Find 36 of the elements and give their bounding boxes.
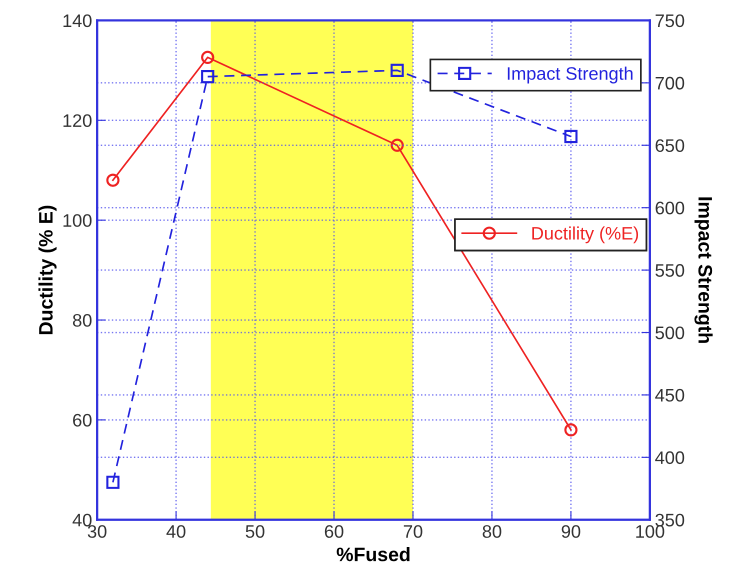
y-tick-label: 80: [72, 314, 92, 327]
point: [564, 423, 578, 436]
x-tick-label: 70: [404, 525, 422, 538]
y-tick-label: 40: [72, 514, 92, 526]
y2-tick-label: 600: [656, 202, 684, 214]
x-tick-label: 90: [562, 525, 580, 538]
y-tick-label: 100: [64, 214, 92, 227]
x-tick-label: 80: [482, 525, 502, 538]
y2-tick-label: 400: [655, 451, 684, 464]
y2-axis-title: Impact Strength: [694, 197, 713, 343]
y2-tick-label: 700: [656, 76, 684, 90]
point: [390, 138, 404, 152]
x-tick-label: 100: [636, 525, 664, 538]
y2-tick-label: 750: [656, 14, 684, 28]
y-axis-title: Ductility (% E): [38, 206, 57, 334]
x-tick-label: 50: [246, 525, 264, 538]
legend-label: Ductility (%E): [532, 226, 638, 244]
x-tick-label: 60: [324, 525, 344, 538]
y-tick-label: 60: [73, 414, 92, 427]
point: [106, 174, 120, 187]
y2-tick-label: 500: [655, 326, 684, 340]
y-tick-label: 120: [64, 114, 92, 128]
y2-tick-label: 350: [655, 514, 684, 526]
x-tick-label: 30: [88, 525, 106, 538]
point: [201, 70, 214, 84]
y2-tick-label: 550: [655, 264, 684, 277]
point: [564, 130, 578, 144]
x-tick-label: 40: [166, 525, 186, 538]
y-tick-label: 140: [64, 14, 92, 28]
point: [106, 476, 120, 489]
legend-label: Impact Strength: [508, 66, 632, 84]
x-axis-title: %Fused: [336, 547, 410, 562]
y2-tick-label: 650: [656, 139, 684, 152]
point: [390, 64, 404, 77]
y2-tick-label: 450: [655, 388, 684, 402]
point: [201, 50, 214, 64]
